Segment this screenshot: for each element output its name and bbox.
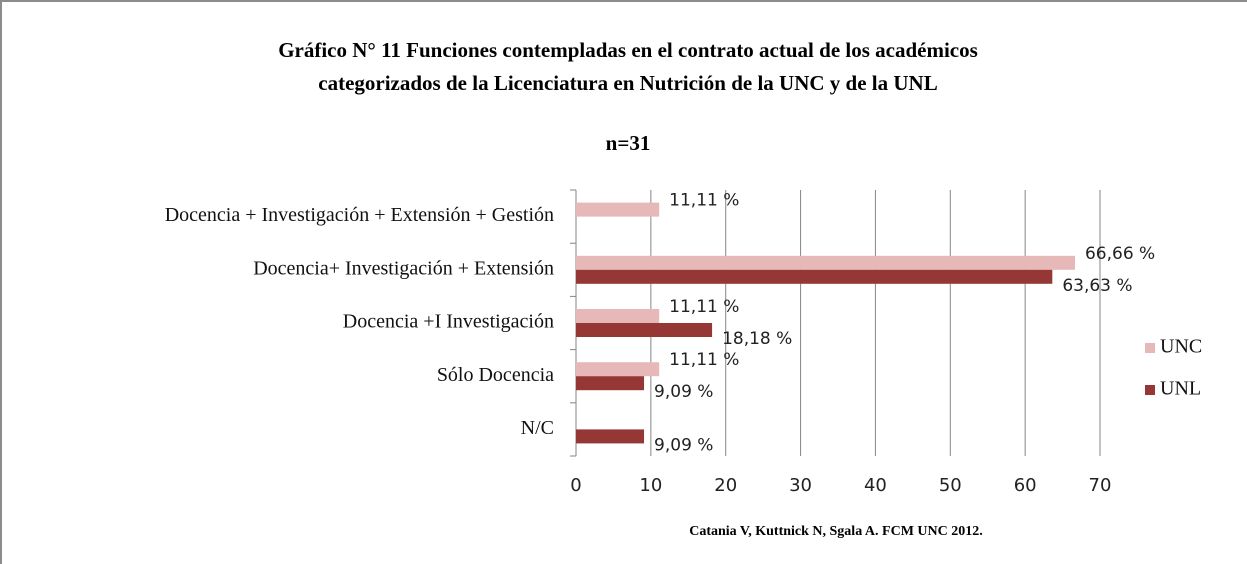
annotation: Catania V, Kuttnick N, Sgala A. FCM UNC …: [689, 524, 983, 539]
data-label: 11,11 %: [669, 297, 739, 317]
y-tick-label: Docencia+ Investigación + Extensión: [253, 257, 554, 279]
y-tick-label: N/C: [521, 417, 554, 439]
bar: [576, 362, 660, 377]
legend-label: UNL: [1160, 378, 1201, 400]
x-tick-label: 70: [1089, 475, 1112, 496]
bar: [576, 376, 645, 391]
bar: [576, 309, 660, 323]
x-tick-label: 60: [1014, 475, 1037, 496]
data-label: 9,09 %: [654, 435, 713, 455]
bar: [576, 429, 645, 444]
legend-swatch: [1145, 385, 1155, 395]
chart-title: Gráfico N° 11 Funciones contempladas en …: [278, 38, 978, 62]
x-tick-label: 0: [570, 475, 581, 496]
data-label: 9,09 %: [654, 382, 713, 402]
y-tick-label: Docencia +I Investigación: [343, 311, 554, 333]
legend-swatch: [1145, 343, 1155, 353]
legend-label: UNC: [1160, 336, 1202, 358]
bar: [576, 202, 660, 217]
data-label: 63,63 %: [1062, 276, 1132, 296]
y-tick-label: Sólo Docencia: [437, 364, 554, 386]
data-label: 11,11 %: [669, 350, 739, 370]
y-tick-label: Docencia + Investigación + Extensión + G…: [165, 204, 554, 226]
x-tick-label: 50: [939, 475, 962, 496]
x-tick-label: 30: [789, 475, 812, 496]
chart-subtitle: n=31: [606, 131, 651, 155]
bar: [576, 269, 1053, 284]
chart-title: categorizados de la Licenciatura en Nutr…: [318, 71, 937, 95]
data-label: 11,11 %: [669, 191, 739, 211]
data-label: 18,18 %: [722, 329, 792, 349]
data-label: 66,66 %: [1085, 244, 1155, 264]
bar: [576, 323, 713, 337]
bar: [576, 255, 1075, 270]
x-tick-label: 40: [864, 475, 887, 496]
x-tick-label: 10: [639, 475, 662, 496]
x-tick-label: 20: [714, 475, 737, 496]
